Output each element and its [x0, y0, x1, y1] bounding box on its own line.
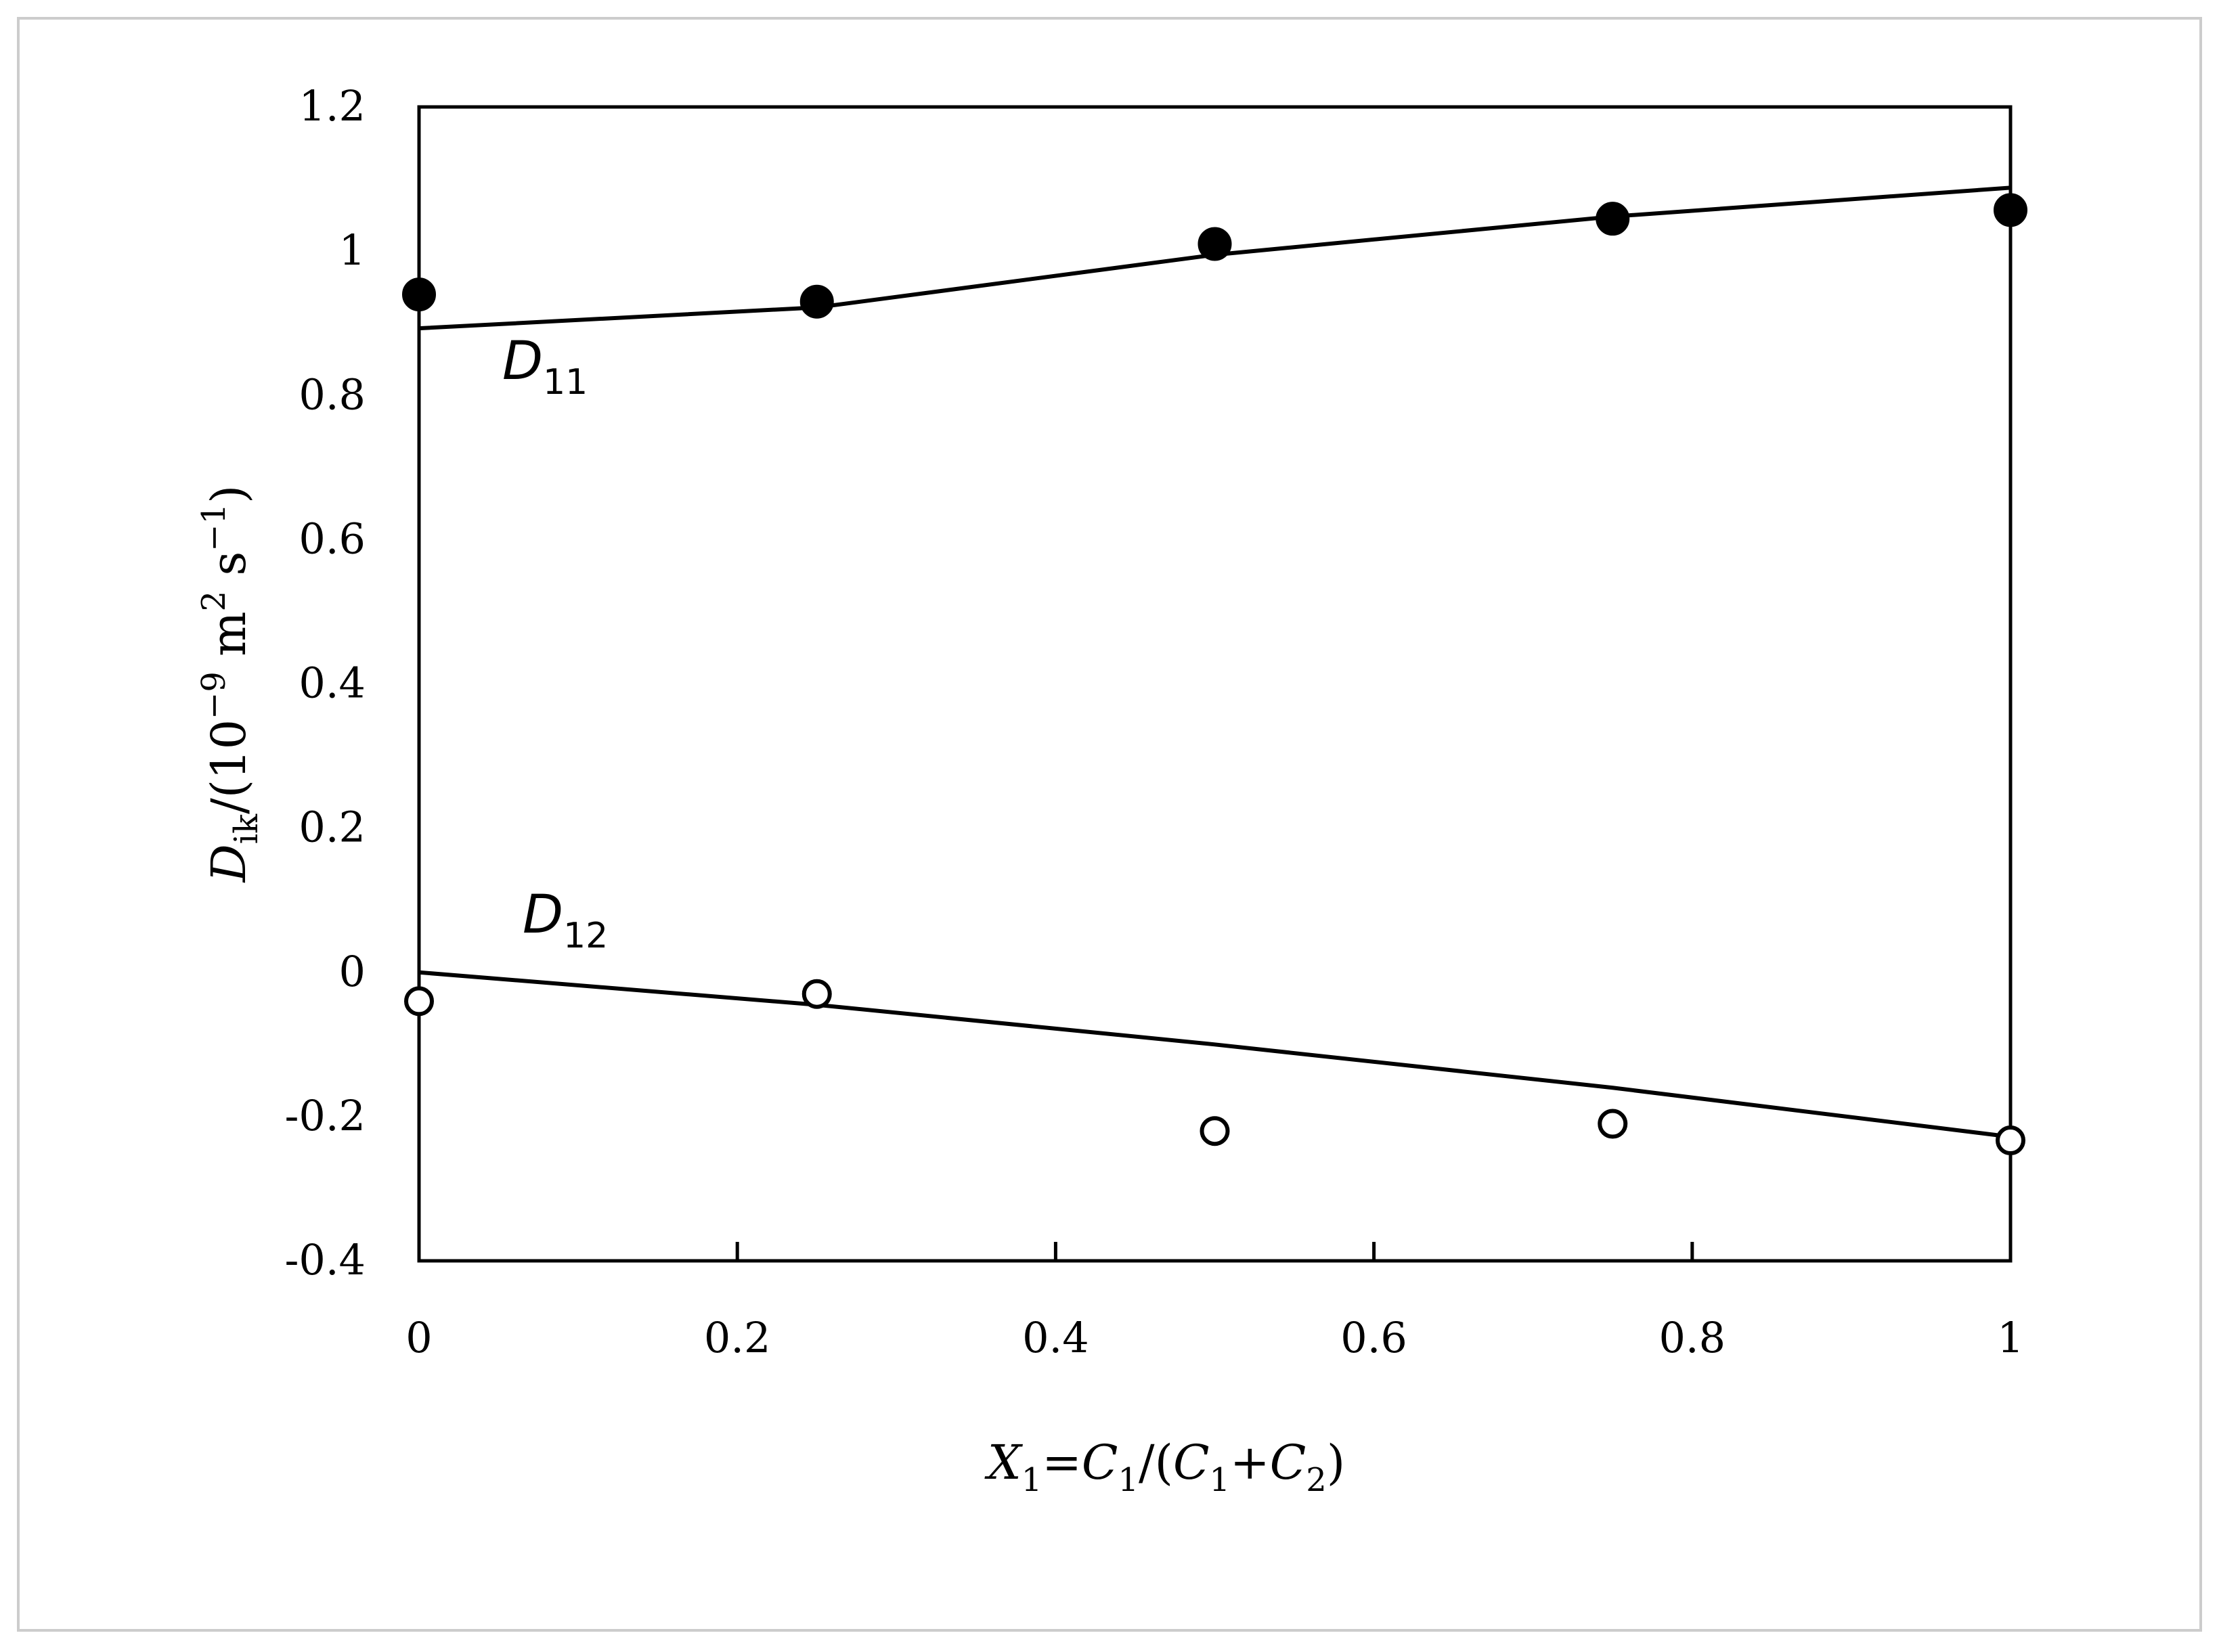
y-tick-label: 0.2 [299, 803, 366, 852]
point-d12 [1996, 1125, 2025, 1156]
outer-frame [17, 17, 2202, 1632]
y-tick-label: 0 [339, 947, 366, 996]
point-d11 [799, 284, 834, 319]
point-d12 [1598, 1109, 1628, 1139]
plot-area-border [417, 105, 2013, 1263]
x-tick-label: 1 [1997, 1313, 2023, 1362]
x-axis-tick-labels: 0 0.2 0.4 0.6 0.8 1 [405, 1313, 2023, 1362]
point-d12 [801, 979, 832, 1009]
fit-lines [418, 185, 2011, 1139]
y-tick-label: -0.4 [284, 1235, 366, 1285]
series-labels: D11 D12 [502, 331, 608, 956]
y-tick-label: 0.6 [299, 514, 366, 563]
y-axis-title: Dik/(10−9 m2 s−1) [195, 485, 265, 884]
point-d11 [1994, 193, 2027, 227]
data-points [402, 193, 2027, 1156]
y-axis-tick-labels: 1.2 1 0.8 0.6 0.4 0.2 0 -0.2 -0.4 [284, 81, 366, 1285]
x-tick-label: 0.2 [704, 1313, 771, 1362]
point-d12 [1200, 1116, 1230, 1146]
y-tick-label: 1 [339, 225, 366, 275]
x-tick-label: 0.8 [1658, 1313, 1726, 1362]
x-tick-label: 0.6 [1340, 1313, 1407, 1362]
y-tick-label: -0.2 [284, 1091, 366, 1140]
x-tick-label: 0.4 [1022, 1313, 1089, 1362]
series-label-d11: D11 [502, 331, 588, 403]
point-d11 [1596, 202, 1630, 236]
y-tick-label: 0.4 [299, 658, 366, 708]
fit-line-d12 [418, 970, 2011, 1139]
x-axis-ticks [735, 1242, 1694, 1261]
point-d11 [402, 277, 436, 312]
y-tick-label: 0.8 [299, 370, 366, 419]
x-axis-title: X1=C1/(C1+C2) [984, 1435, 1345, 1499]
point-d11 [1198, 227, 1232, 261]
y-tick-label: 1.2 [299, 81, 366, 131]
series-label-d12: D12 [523, 885, 608, 956]
point-d12 [404, 986, 434, 1017]
x-tick-label: 0 [405, 1313, 432, 1362]
